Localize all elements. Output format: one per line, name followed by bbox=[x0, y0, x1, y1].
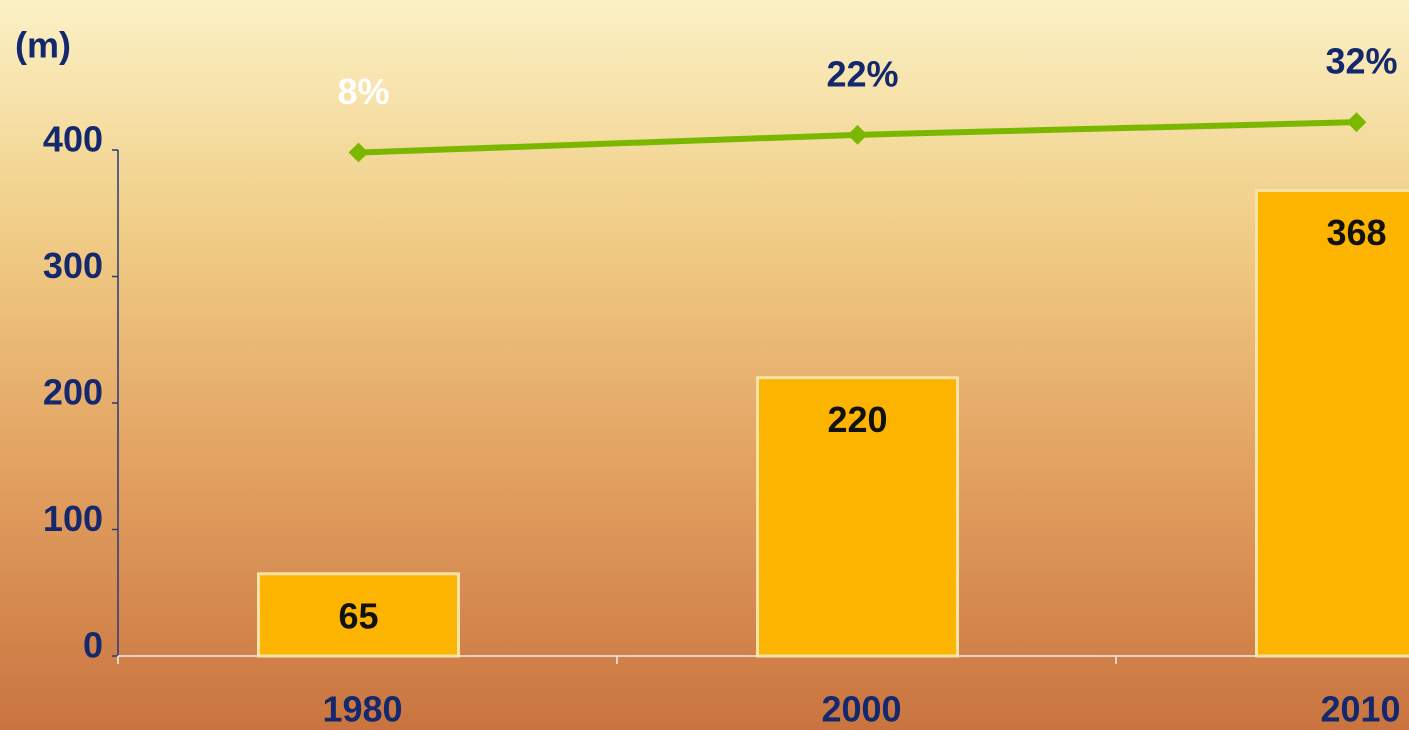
y-tick-label: 0 bbox=[83, 625, 103, 666]
y-axis-label: (m) bbox=[15, 25, 71, 66]
bar-value-label: 368 bbox=[1326, 212, 1386, 253]
x-tick-label: 2000 bbox=[821, 689, 901, 730]
x-tick-label: 2010 bbox=[1320, 689, 1400, 730]
y-tick-label: 300 bbox=[43, 245, 103, 286]
y-tick-label: 200 bbox=[43, 372, 103, 413]
background bbox=[0, 0, 1409, 730]
bar-value-label: 65 bbox=[338, 595, 378, 636]
page: (m) 0 100 200 300 400 1980 2000 2010 65 220 368 8% 2… bbox=[0, 0, 1409, 730]
x-tick-label: 1980 bbox=[322, 689, 402, 730]
line-value-label: 22% bbox=[826, 53, 898, 94]
y-tick-label: 100 bbox=[43, 498, 103, 539]
line-value-label: 32% bbox=[1325, 41, 1397, 82]
y-tick-label: 400 bbox=[43, 119, 103, 160]
bar-value-label: 220 bbox=[827, 399, 887, 440]
chart: (m) 0 100 200 300 400 1980 2000 2010 65 220 368 8% 2… bbox=[0, 0, 1409, 730]
line-value-label: 8% bbox=[337, 71, 389, 112]
bar bbox=[1257, 190, 1409, 656]
